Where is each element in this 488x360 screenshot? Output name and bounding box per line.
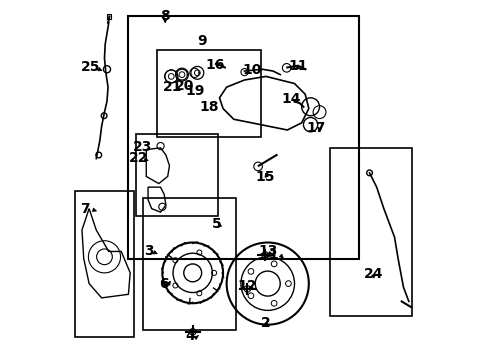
Text: 1: 1	[268, 248, 278, 262]
Text: 11: 11	[288, 59, 307, 73]
Text: 10: 10	[242, 63, 261, 77]
Bar	[135, 134, 217, 216]
Text: 16: 16	[205, 58, 224, 72]
Text: 7: 7	[80, 202, 89, 216]
Bar	[329, 148, 411, 316]
Bar	[128, 16, 358, 258]
Text: 13: 13	[258, 244, 277, 258]
Text: 21: 21	[163, 80, 183, 94]
Text: 14: 14	[281, 91, 301, 105]
Text: 5: 5	[211, 217, 221, 231]
Text: 18: 18	[199, 100, 218, 114]
Text: 2: 2	[261, 316, 270, 330]
Text: 25: 25	[80, 60, 100, 75]
Text: 15: 15	[255, 170, 274, 184]
Bar	[107, 14, 111, 18]
Text: 23: 23	[133, 140, 152, 154]
Text: 8: 8	[160, 9, 170, 23]
Text: 17: 17	[305, 121, 325, 135]
Text: 24: 24	[364, 267, 383, 280]
Text: 3: 3	[143, 244, 153, 258]
Text: 22: 22	[129, 151, 148, 165]
Bar	[75, 191, 134, 337]
Bar	[142, 198, 235, 330]
Text: 12: 12	[237, 279, 257, 293]
Text: 4: 4	[185, 329, 195, 343]
Bar	[157, 50, 260, 137]
Text: 19: 19	[185, 84, 204, 98]
Text: 6: 6	[159, 277, 168, 291]
Text: 9: 9	[196, 34, 206, 48]
Text: 20: 20	[175, 80, 194, 93]
